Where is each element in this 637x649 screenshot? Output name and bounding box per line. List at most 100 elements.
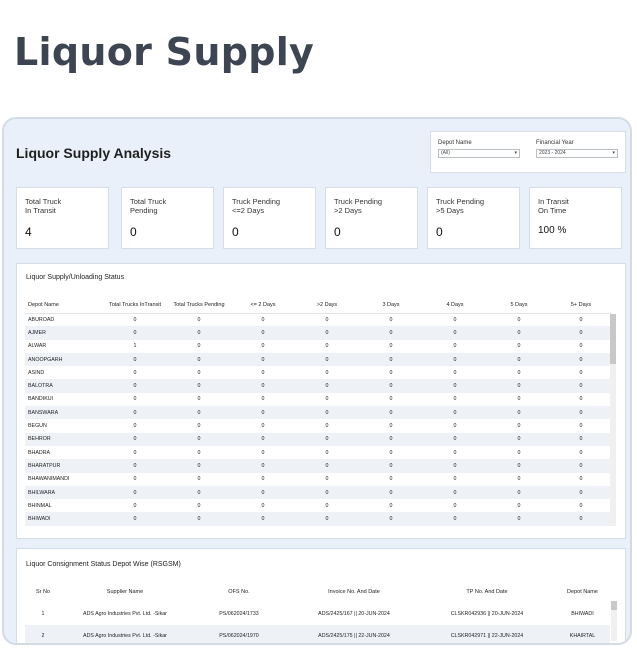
table-row[interactable]: BANSWARA 0 0 0 0 0 0 0 0 xyxy=(25,406,611,420)
table-row[interactable]: BHINMAL 0 0 0 0 0 0 0 0 xyxy=(25,499,611,512)
table-cell: 0 xyxy=(389,396,393,403)
table-cell: 0 xyxy=(453,316,457,323)
table-cell: 1 xyxy=(41,611,45,617)
table-row[interactable]: ANOOPGARH 0 0 0 0 0 0 0 0 xyxy=(25,352,611,367)
table-cell: 0 xyxy=(197,476,201,483)
table-cell: 0 xyxy=(389,423,393,430)
table-cell: 0 xyxy=(103,512,167,526)
table-row[interactable]: BHILWARA 0 0 0 0 0 0 0 0 xyxy=(25,485,611,500)
chevron-down-icon: ▾ xyxy=(514,150,517,156)
table-cell: BHINMAL xyxy=(28,502,52,509)
table-row[interactable]: BHIWADI 0 0 0 0 0 0 0 0 xyxy=(25,512,611,526)
column-header[interactable]: Sr No xyxy=(35,589,51,595)
kpi-label: Total Truck In Transit xyxy=(25,197,62,215)
table-cell: 0 xyxy=(423,406,487,420)
scrollbar-thumb[interactable] xyxy=(611,601,617,610)
table-cell: 0 xyxy=(359,352,423,367)
table-cell: BHAWANIMANDI xyxy=(28,476,70,483)
table-cell: 0 xyxy=(453,396,457,403)
table-cell: 0 xyxy=(231,379,295,393)
kpi-label: Truck Pending >5 Days xyxy=(436,197,485,215)
consignment-panel: Liquor Consignment Status Depot Wise (RS… xyxy=(16,548,626,643)
scrollbar[interactable] xyxy=(610,314,616,526)
column-header[interactable]: 5+ Days xyxy=(551,297,611,314)
table-row[interactable]: AJMER 0 0 0 0 0 0 0 0 xyxy=(25,326,611,340)
supply-status-header: Depot Name Total Trucks InTransit Total Tr… xyxy=(25,297,611,314)
table-row[interactable]: BEHROR 0 0 0 0 0 0 0 0 xyxy=(25,432,611,446)
table-row[interactable]: 1 ADS Agro Industries Pvt. Ltd. -Sikar PS/… xyxy=(25,603,610,625)
table-cell: 0 xyxy=(197,316,201,323)
table-cell: ADS/2425/175 || 22-JUN-2024 xyxy=(289,625,419,643)
table-cell: 0 xyxy=(231,406,295,420)
table-cell: 0 xyxy=(133,316,137,323)
table-cell: 0 xyxy=(167,432,231,446)
table-cell: 0 xyxy=(325,369,329,376)
table-cell: 0 xyxy=(167,485,231,500)
column-header[interactable]: Total Trucks Pending xyxy=(167,297,231,314)
table-cell: BHIWADI xyxy=(25,512,103,526)
scrollbar-thumb[interactable] xyxy=(610,314,616,364)
table-cell: 0 xyxy=(389,476,393,483)
table-row[interactable]: BHADRA 0 0 0 0 0 0 0 0 xyxy=(25,446,611,459)
table-cell: 0 xyxy=(359,379,423,393)
column-header[interactable]: 5 Days xyxy=(487,297,551,314)
table-row[interactable]: 2 ADS Agro Industries Pvt. Ltd. -Sikar PS/… xyxy=(25,625,610,643)
table-cell: 0 xyxy=(453,449,457,456)
table-cell: PS/062024/1733 xyxy=(219,611,259,617)
column-header[interactable]: Depot Name xyxy=(25,297,103,314)
table-row[interactable]: BHAWANIMANDI 0 0 0 0 0 0 0 0 xyxy=(25,473,611,486)
table-row[interactable]: BANDIKUI 0 0 0 0 0 0 0 0 xyxy=(25,393,611,406)
column-header[interactable]: Total Trucks InTransit xyxy=(103,297,167,314)
table-cell: 0 xyxy=(261,316,265,323)
table-cell: 0 xyxy=(103,485,167,500)
supply-status-table: Depot Name Total Trucks InTransit Total Tr… xyxy=(25,297,611,526)
table-cell: ADS Agro Industries Pvt. Ltd. -Sikar xyxy=(61,625,189,643)
table-cell: ANOOPGARH xyxy=(25,352,103,367)
table-cell: 0 xyxy=(261,423,265,430)
table-cell: 0 xyxy=(517,423,521,430)
column-header[interactable]: Depot Name xyxy=(567,589,598,595)
table-cell: ADS Agro Industries Pvt. Ltd. -Sikar xyxy=(83,611,167,617)
kpi-row: Total Truck In Transit 4 Total Truck Pen… xyxy=(16,187,626,249)
table-row[interactable]: ASIND 0 0 0 0 0 0 0 0 xyxy=(25,366,611,379)
kpi-label: In Transit On Time xyxy=(538,197,569,215)
table-row[interactable]: BEGUN 0 0 0 0 0 0 0 0 xyxy=(25,419,611,432)
table-cell: 0 xyxy=(197,502,201,509)
table-cell: ALWAR xyxy=(28,343,47,350)
table-cell: 0 xyxy=(551,379,611,393)
table-cell: 0 xyxy=(423,459,487,473)
depot-select[interactable]: (All) ▾ xyxy=(438,149,520,158)
table-cell: 0 xyxy=(133,423,137,430)
column-header[interactable]: 3 Days xyxy=(359,297,423,314)
column-header[interactable]: Invoice No. And Date xyxy=(328,589,380,595)
table-cell: 2 xyxy=(25,625,61,643)
scrollbar[interactable] xyxy=(611,601,617,641)
table-cell: 0 xyxy=(325,423,329,430)
column-header[interactable]: 4 Days xyxy=(423,297,487,314)
column-header[interactable]: OFS No. xyxy=(228,589,250,595)
consignment-header: Sr No Supplier Name OFS No. Invoice No. And… xyxy=(25,581,610,603)
table-cell: 0 xyxy=(423,352,487,367)
table-cell: 0 xyxy=(453,502,457,509)
table-cell: 0 xyxy=(487,406,551,420)
table-cell: 0 xyxy=(295,379,359,393)
table-row[interactable]: BALOTRA 0 0 0 0 0 0 0 0 xyxy=(25,379,611,393)
column-header[interactable]: >2 Days xyxy=(295,297,359,314)
dashboard-title: Liquor Supply Analysis xyxy=(16,145,172,161)
table-cell: ADS/2425/167 || 20-JUN-2024 xyxy=(318,611,390,617)
column-header[interactable]: <= 2 Days xyxy=(231,297,295,314)
table-row[interactable]: BHARATPUR 0 0 0 0 0 0 0 0 xyxy=(25,459,611,473)
table-cell: 0 xyxy=(517,316,521,323)
table-cell: 0 xyxy=(389,502,393,509)
table-cell: 0 xyxy=(295,485,359,500)
table-row[interactable]: ABUROAD 0 0 0 0 0 0 0 0 xyxy=(25,313,611,326)
column-header[interactable]: TP No. And Date xyxy=(466,589,508,595)
table-cell: 0 xyxy=(197,423,201,430)
table-cell: 0 xyxy=(231,352,295,367)
table-row[interactable]: ALWAR 1 0 0 0 0 0 0 0 xyxy=(25,340,611,353)
page-title: Liquor Supply xyxy=(14,30,315,74)
column-header[interactable]: Supplier Name xyxy=(106,589,144,595)
table-cell: 0 xyxy=(231,512,295,526)
table-cell: 0 xyxy=(133,369,137,376)
year-select[interactable]: 2023 - 2024 ▾ xyxy=(536,149,618,158)
